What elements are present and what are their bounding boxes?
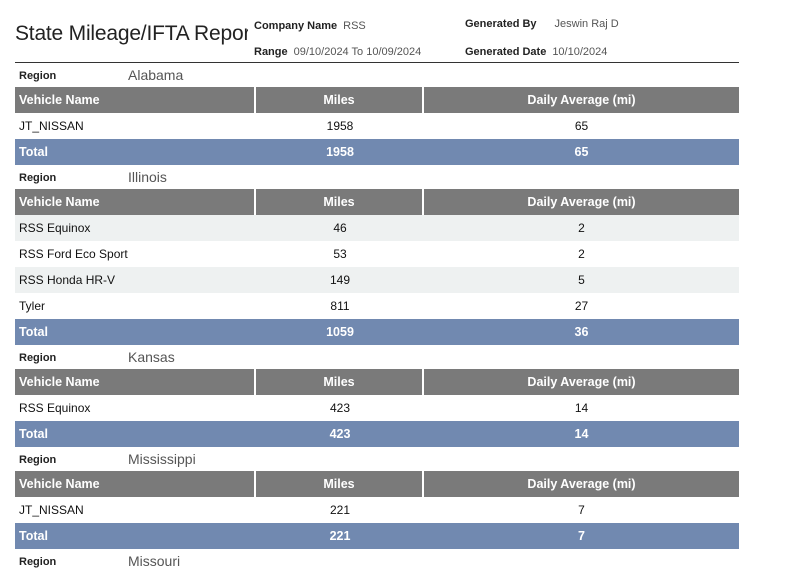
total-label: Total <box>19 529 48 543</box>
table-header: Vehicle Name Miles Daily Average (mi) <box>15 471 739 497</box>
generated-date-field: Generated Date 10/10/2024 <box>465 46 607 58</box>
total-label: Total <box>19 427 48 441</box>
miles-cell: 46 <box>333 221 347 235</box>
region-row: Region Illinois <box>15 165 739 189</box>
region-name: Mississippi <box>128 451 196 467</box>
column-header: Miles <box>256 189 424 215</box>
total-row: Total 1059 36 <box>15 319 739 345</box>
region-name: Kansas <box>128 349 175 365</box>
vehicle-name-cell: Tyler <box>19 299 46 313</box>
region-row: Region Kansas <box>15 345 739 369</box>
region-label: Region <box>19 556 57 568</box>
region-label: Region <box>19 70 57 82</box>
company-name-value: RSS <box>343 20 366 32</box>
miles-cell: 149 <box>329 273 351 287</box>
table-row: JT_NISSAN 221 7 <box>15 497 739 523</box>
table-row: RSS Honda HR-V 149 5 <box>15 267 739 293</box>
region-name: Alabama <box>128 67 184 83</box>
total-miles-cell: 221 <box>329 529 351 543</box>
region-label: Region <box>19 172 57 184</box>
vehicle-name-cell: RSS Equinox <box>19 221 91 235</box>
miles-cell: 423 <box>329 401 351 415</box>
range-field: Range 09/10/2024 To 10/09/2024 <box>254 46 421 58</box>
region-label: Region <box>19 454 57 466</box>
column-header: Daily Average (mi) <box>527 195 636 209</box>
region-label: Region <box>19 352 57 364</box>
table-row: RSS Equinox 46 2 <box>15 215 739 241</box>
report-title: State Mileage/IFTA Report <box>15 22 248 45</box>
column-header: Miles <box>256 369 424 395</box>
column-header: Vehicle Name <box>15 369 256 395</box>
vehicle-name-cell: JT_NISSAN <box>19 503 84 517</box>
generated-by-field: Generated By Jeswin Raj D <box>465 18 619 30</box>
region-row: Region Mississippi <box>15 447 739 471</box>
total-miles-cell: 1958 <box>326 145 354 159</box>
column-header: Miles <box>256 87 424 113</box>
daily-average-cell: 27 <box>574 299 589 313</box>
table-row: Tyler 811 27 <box>15 293 739 319</box>
total-daily-average-cell: 65 <box>574 145 589 159</box>
range-label: Range <box>254 46 288 58</box>
daily-average-cell: 7 <box>578 503 585 517</box>
total-daily-average-cell: 14 <box>574 427 589 441</box>
column-header: Miles <box>256 471 424 497</box>
generated-by-value: Jeswin Raj D <box>554 18 619 30</box>
column-header: Vehicle Name <box>15 189 256 215</box>
vehicle-name-cell: RSS Honda HR-V <box>19 273 116 287</box>
miles-cell: 53 <box>333 247 347 261</box>
report-body: Region Alabama Vehicle Name Miles Daily Aver… <box>15 63 739 573</box>
table-row: RSS Ford Eco Sport 53 2 <box>15 241 739 267</box>
column-header: Daily Average (mi) <box>527 93 636 107</box>
miles-cell: 811 <box>330 299 350 313</box>
table-row: RSS Equinox 423 14 <box>15 395 739 421</box>
total-row: Total 423 14 <box>15 421 739 447</box>
daily-average-cell: 2 <box>578 221 585 235</box>
table-header: Vehicle Name Miles Daily Average (mi) <box>15 369 739 395</box>
daily-average-cell: 14 <box>574 401 589 415</box>
column-header: Vehicle Name <box>15 471 256 497</box>
column-header: Daily Average (mi) <box>527 375 636 389</box>
total-daily-average-cell: 36 <box>574 325 589 339</box>
total-row: Total 221 7 <box>15 523 739 549</box>
region-row: Region Missouri <box>15 549 739 573</box>
region-name: Illinois <box>128 169 167 185</box>
header-divider <box>15 62 739 63</box>
vehicle-name-cell: RSS Ford Eco Sport <box>19 247 128 261</box>
total-daily-average-cell: 7 <box>578 529 585 543</box>
vehicle-name-cell: RSS Equinox <box>19 401 91 415</box>
table-header: Vehicle Name Miles Daily Average (mi) <box>15 87 739 113</box>
total-row: Total 1958 65 <box>15 139 739 165</box>
total-miles-cell: 1059 <box>326 325 354 339</box>
daily-average-cell: 2 <box>578 247 585 261</box>
company-name-field: Company Name RSS <box>254 20 366 32</box>
total-label: Total <box>19 325 48 339</box>
table-row: JT_NISSAN 1958 65 <box>15 113 739 139</box>
total-miles-cell: 423 <box>329 427 351 441</box>
region-name: Missouri <box>128 553 181 569</box>
daily-average-cell: 5 <box>578 273 585 287</box>
range-value: 09/10/2024 To 10/09/2024 <box>293 46 422 58</box>
generated-by-label: Generated By <box>465 18 537 30</box>
miles-cell: 221 <box>329 503 351 517</box>
region-row: Region Alabama <box>15 63 739 87</box>
table-header: Vehicle Name Miles Daily Average (mi) <box>15 189 739 215</box>
company-name-label: Company Name <box>254 20 338 32</box>
vehicle-name-cell: JT_NISSAN <box>19 119 84 133</box>
total-label: Total <box>19 145 48 159</box>
column-header: Vehicle Name <box>15 87 256 113</box>
daily-average-cell: 65 <box>574 119 589 133</box>
generated-date-label: Generated Date <box>465 46 547 58</box>
column-header: Daily Average (mi) <box>527 477 636 491</box>
generated-date-value: 10/10/2024 <box>552 46 608 58</box>
miles-cell: 1958 <box>326 119 354 133</box>
